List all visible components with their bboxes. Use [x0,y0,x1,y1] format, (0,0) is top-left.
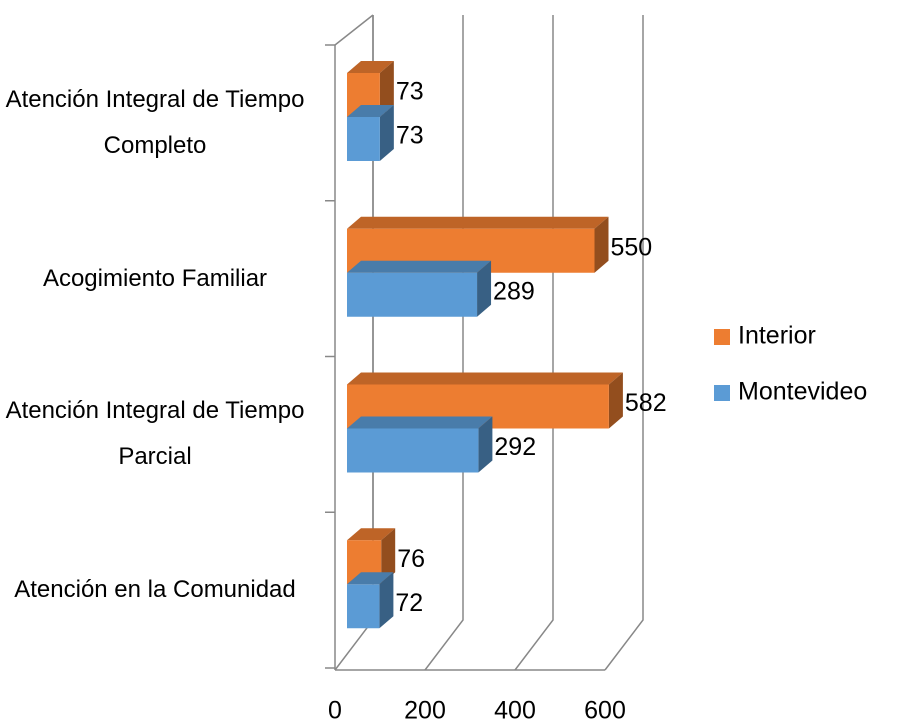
bar-front [347,272,478,317]
legend-label: Interior [738,322,816,350]
value-label: 289 [493,277,535,305]
bar-side [381,528,396,585]
bar-front [347,117,380,161]
bar-front [347,428,479,473]
legend-swatch [714,329,730,345]
bar-top [347,260,492,273]
x-tick-label: 400 [494,697,536,725]
value-label: 582 [625,389,667,417]
bar-side [608,372,623,429]
bar-side [478,416,493,473]
value-label: 76 [397,545,425,573]
bar-top [347,105,394,117]
grid-line [514,15,554,671]
value-label: 73 [396,122,424,150]
x-tick-label: 600 [584,697,626,725]
bar [347,416,493,473]
bar-top [347,528,396,541]
bar [347,572,394,629]
bar [347,260,492,317]
legend-label: Montevideo [738,378,867,406]
bar-side [379,105,394,161]
value-label: 73 [396,78,424,106]
bar-side [594,216,609,273]
value-label: 292 [494,433,536,461]
left-wall-top [334,14,374,46]
value-label: 72 [395,589,423,617]
bar-front [347,584,380,629]
grid-line [424,15,464,671]
bar-top [347,216,609,229]
bar-top [347,572,394,585]
bar [347,105,394,161]
bar-top [347,372,623,385]
legend-swatch [714,385,730,401]
y-tick-label: Acogimiento Familiar [42,264,268,292]
bar-side [379,572,394,629]
grid-line [604,15,644,671]
bar-side [477,260,492,317]
bar-side [379,61,394,117]
x-tick-label: 200 [404,697,446,725]
value-label: 550 [611,233,653,261]
bar-top [347,416,493,429]
y-tick-label: Atención en la Comunidad [14,576,296,604]
x-tick-label: 0 [328,697,342,725]
y-tick-label: Atención Integral de Tiempo Parcial [5,397,305,471]
bar-top [347,61,394,73]
y-tick-label: Atención Integral de Tiempo Completo [5,85,305,159]
